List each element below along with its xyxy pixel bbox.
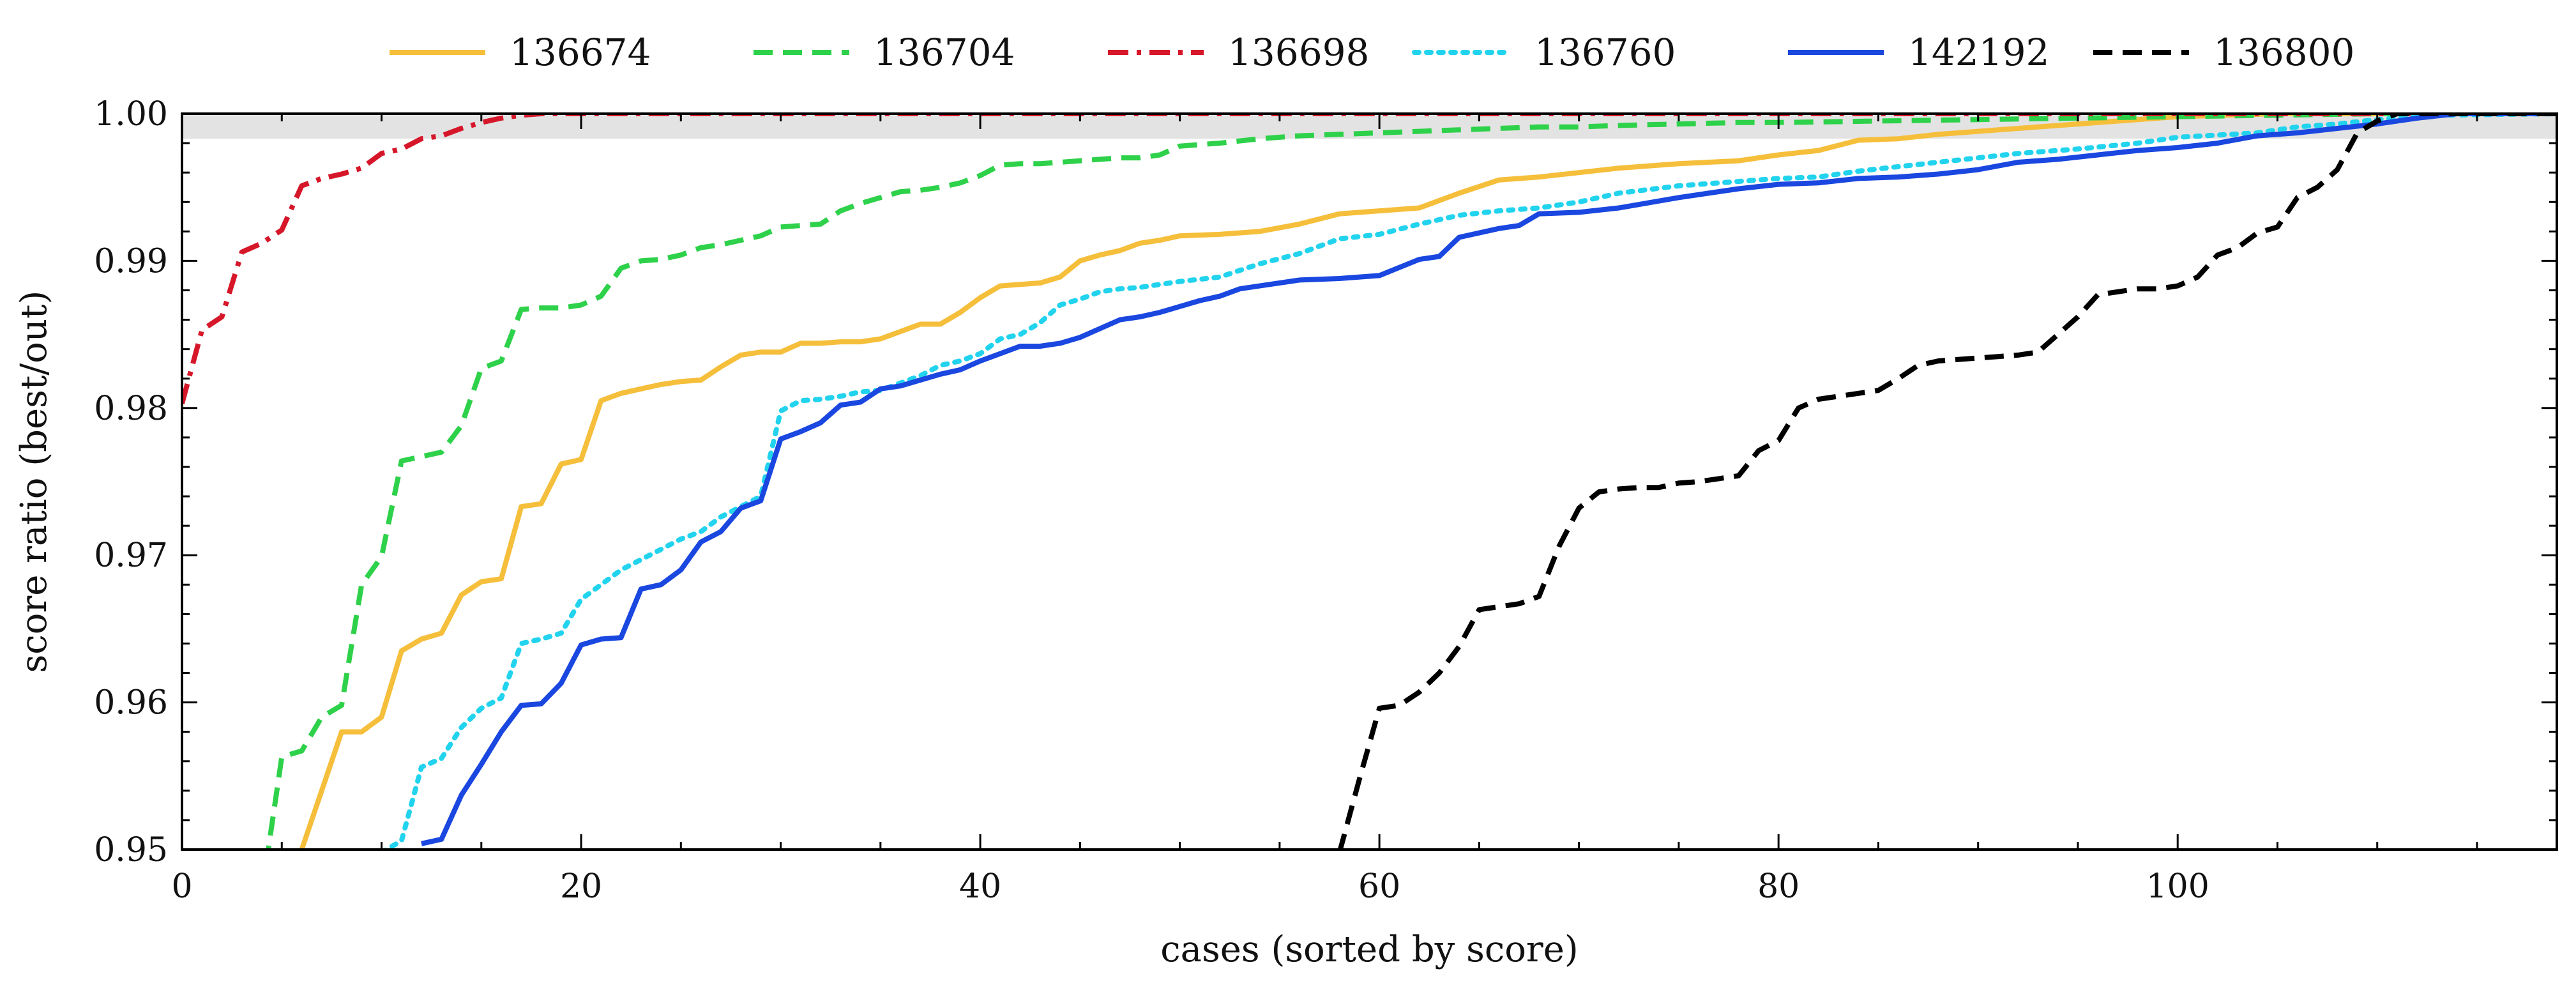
y-tick-label: 0.97 xyxy=(94,537,168,575)
series-line-136674 xyxy=(299,114,2557,850)
series-line-136704 xyxy=(266,114,2557,850)
legend-label-136704: 136704 xyxy=(874,31,1015,74)
x-tick-label: 80 xyxy=(1757,867,1799,906)
y-tick-label: 0.95 xyxy=(94,831,168,869)
x-axis-title: cases (sorted by score) xyxy=(1160,929,1578,970)
x-tick-label: 20 xyxy=(560,867,602,906)
series-line-142192 xyxy=(421,114,2557,846)
y-tick-label: 0.96 xyxy=(94,684,168,722)
legend: 136674 136704 136698 136760 142192 136800 xyxy=(390,31,2354,74)
tick-labels: 0 20 40 60 80 100 0.95 0.96 0.97 0.98 0.99 1.00 xyxy=(94,95,2209,906)
x-tick-label: 0 xyxy=(171,867,192,906)
legend-label-136674: 136674 xyxy=(510,31,651,74)
legend-label-142192: 142192 xyxy=(1908,31,2049,74)
y-tick-label: 1.00 xyxy=(94,95,168,134)
legend-label-136760: 136760 xyxy=(1534,31,1676,74)
ticks xyxy=(181,112,2557,851)
series-group xyxy=(182,114,2557,850)
y-tick-label: 0.99 xyxy=(94,242,168,280)
series-line-136760 xyxy=(381,114,2557,850)
y-tick-label: 0.98 xyxy=(94,390,168,428)
x-tick-label: 60 xyxy=(1358,867,1400,906)
y-axis-title: score ratio (best/out) xyxy=(13,291,55,673)
legend-label-136800: 136800 xyxy=(2213,31,2354,74)
series-line-136698 xyxy=(182,114,2557,404)
plot-frame xyxy=(181,112,2558,851)
x-tick-label: 100 xyxy=(2146,867,2209,906)
legend-label-136698: 136698 xyxy=(1228,31,1369,74)
x-tick-label: 40 xyxy=(959,867,1001,906)
series-line-136800 xyxy=(1337,114,2557,850)
